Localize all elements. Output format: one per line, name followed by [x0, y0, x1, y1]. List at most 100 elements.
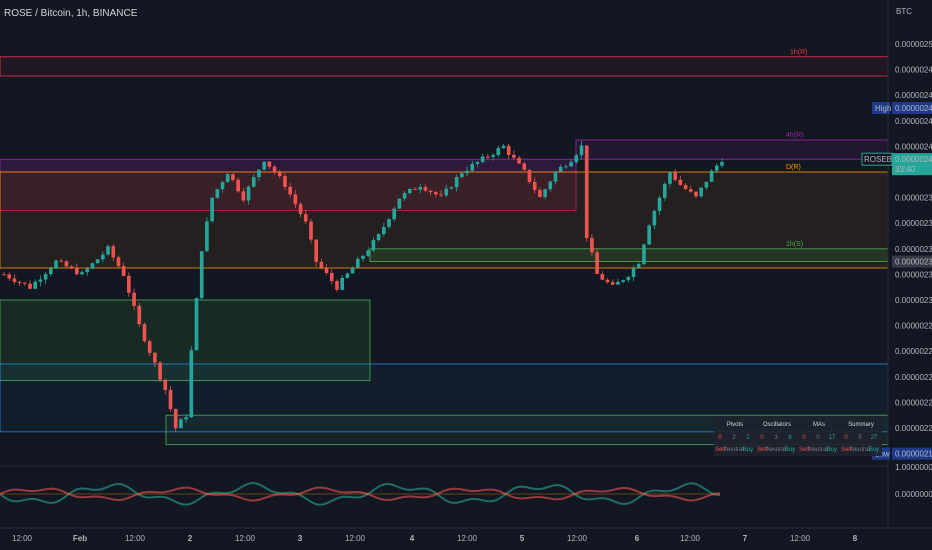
candle-body [101, 254, 105, 260]
candle-body [106, 246, 110, 255]
time-tick: 12:00 [125, 534, 146, 543]
time-tick: 7 [743, 534, 748, 543]
last-price-bg [892, 153, 932, 176]
zone-label: 1h(R) [790, 49, 808, 56]
candle-body [90, 263, 95, 269]
candle-body [54, 260, 58, 269]
time-tick: 12:00 [235, 534, 256, 543]
candle-body [600, 273, 605, 280]
candle-body [553, 171, 558, 182]
candle-body [558, 166, 563, 172]
candle-body [491, 154, 495, 157]
candle-body [579, 145, 584, 156]
candle-body [49, 268, 53, 275]
candle-body [127, 275, 131, 293]
candle-body [153, 352, 157, 363]
candle-body [392, 208, 397, 220]
candle-body [413, 188, 417, 190]
candle-body [683, 185, 688, 190]
candle-body [246, 186, 251, 201]
candle-body [616, 281, 620, 285]
table-count: 27 [871, 435, 878, 441]
zone-box [575, 139, 889, 160]
table-sublabel: Sell [799, 447, 809, 453]
zone-box [0, 158, 577, 173]
candle-body [444, 188, 449, 196]
time-tick: 2 [188, 534, 193, 543]
candle-body [720, 161, 724, 166]
candle-body [387, 219, 391, 227]
table-sublabel: Buy [827, 447, 837, 453]
candle-body [548, 181, 553, 190]
ratings-table: Pivots0Sell2Neutral2BuyOscillators0Sell3… [714, 416, 882, 456]
candle-body [465, 170, 469, 174]
zone-label: 4h(R) [786, 132, 804, 139]
candle-body [220, 182, 225, 190]
candle-body [64, 261, 69, 267]
table-count: 5 [858, 435, 862, 441]
candle-body [283, 176, 287, 187]
oscillator-pane [0, 465, 888, 506]
candle-body [137, 305, 142, 325]
candle-body [361, 255, 365, 259]
time-tick: 12:00 [790, 534, 811, 543]
table-header: Pivots [727, 422, 743, 428]
table-bg [714, 416, 882, 456]
time-tick: 12:00 [457, 534, 478, 543]
zone-label: 1h(S) [786, 241, 803, 248]
candle-body [272, 166, 277, 173]
candle-body [163, 379, 168, 390]
candles-layer [2, 140, 724, 432]
time-tick: 12:00 [12, 534, 33, 543]
candle-body [303, 214, 308, 222]
candle-body [277, 172, 282, 177]
candle-body [621, 280, 625, 282]
candle-body [257, 169, 261, 178]
time-tick: 12:00 [345, 534, 366, 543]
last-price-value: 0.00000241 [895, 155, 932, 164]
candle-body [319, 261, 324, 268]
candle-body [460, 173, 464, 178]
zones-layer: 1h(R) 4h(R) D(R) 1h(S) [0, 49, 889, 446]
candle-body [22, 282, 27, 284]
candle-body [17, 281, 22, 283]
table-header: MAs [813, 422, 825, 428]
candle-body [168, 389, 173, 410]
price-tick: 0.00000224 [895, 373, 932, 382]
candle-body [267, 161, 272, 167]
low-value: 0.00000218 [895, 450, 932, 459]
marker-value: 0.00000233 [895, 258, 932, 267]
candle-body [527, 169, 532, 183]
candle-body [538, 189, 542, 197]
price-tick: 0.00000236 [895, 219, 932, 228]
candle-body [355, 258, 360, 268]
candle-body [173, 409, 178, 429]
table-sublabel: Sell [841, 447, 851, 453]
candle-body [95, 259, 100, 264]
candle-body [194, 298, 199, 351]
time-tick: 5 [520, 534, 525, 543]
zone-box [0, 56, 889, 77]
table-header: Oscillators [763, 422, 791, 428]
table-count: 2 [746, 435, 750, 441]
candle-body [590, 237, 594, 253]
candle-body [439, 194, 443, 196]
candle-body [475, 161, 480, 164]
low-tag-label: Low [875, 450, 890, 459]
candle-body [179, 419, 183, 429]
table-count: 0 [718, 435, 722, 441]
candle-body [714, 165, 719, 171]
candle-body [184, 417, 188, 420]
candle-body [454, 177, 459, 188]
zone-box [369, 248, 889, 263]
price-tick: 0.00000242 [895, 142, 932, 151]
table-sublabel: Buy [869, 447, 879, 453]
candle-body [12, 278, 17, 282]
candle-body [324, 267, 329, 273]
candle-body [158, 362, 162, 380]
candle-body [569, 162, 573, 167]
candle-body [7, 274, 12, 279]
